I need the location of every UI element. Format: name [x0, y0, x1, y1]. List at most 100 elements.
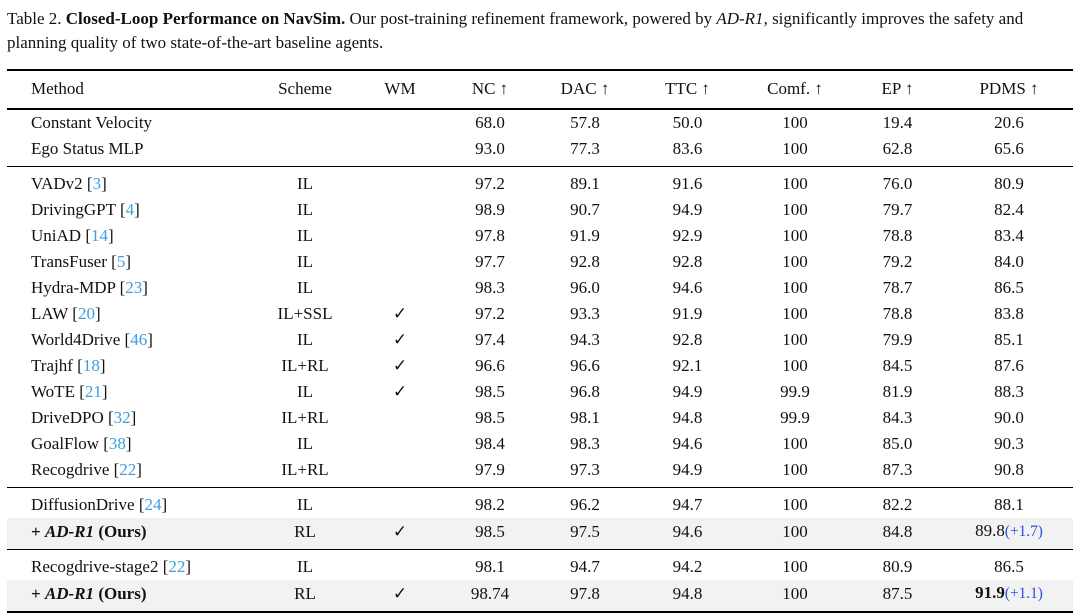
cite-bracket-close: ]	[130, 408, 137, 428]
table-row-ours: + AD-R1 (Ours) RL ✓ 98.74 97.8 94.8 100 87.5 91.…	[7, 580, 1073, 613]
dac-value-cell: 57.8	[570, 113, 600, 133]
caption-body-pre: Our post-training refinement framework, …	[349, 9, 713, 28]
comf-value-cell: 100	[782, 113, 808, 133]
pdms-value-cell: 80.9	[945, 166, 1073, 198]
ttc-value-cell: 94.9	[672, 200, 703, 220]
table-header-row: Method Scheme WM NC ↑ DAC ↑ TTC ↑ Comf. ↑ EP ↑ P…	[7, 70, 1073, 110]
comf-value-cell: 100	[782, 434, 808, 454]
wm-cell	[355, 166, 445, 198]
citation-link[interactable]: 14	[90, 226, 108, 246]
ep-value-cell: 84.5	[882, 356, 913, 376]
method-name: Recogdrive-stage2	[31, 557, 159, 577]
ep-value-cell: 82.2	[850, 487, 945, 519]
ep-value-cell: 79.2	[882, 252, 913, 272]
scheme-cell: IL+SSL	[277, 304, 333, 324]
citation-link[interactable]: 38	[108, 434, 126, 454]
nc-value-cell: 97.2	[475, 304, 505, 324]
pdms-value-cell: 82.4	[945, 197, 1073, 223]
pdms-value: 82.4	[994, 200, 1024, 220]
cite-bracket-open: [	[103, 434, 109, 454]
method-name: Constant Velocity	[31, 113, 153, 133]
scheme-cell: IL	[296, 382, 314, 402]
method-cell: Ego Status MLP	[7, 136, 255, 167]
dac-value-cell: 98.1	[570, 408, 600, 428]
column-header-pdms: PDMS ↑	[979, 79, 1039, 99]
method-name: VADv2	[31, 174, 83, 194]
pdms-value-cell: 83.4	[945, 223, 1073, 249]
method-cell: Constant Velocity	[7, 109, 255, 136]
method-name: WoTE	[31, 382, 75, 402]
ep-value-cell: 79.7	[882, 200, 913, 220]
cite-bracket-open: [	[79, 382, 85, 402]
citation-link[interactable]: 5	[116, 252, 126, 272]
ttc-value-cell: 92.1	[672, 356, 703, 376]
method-suffix: (Ours)	[94, 583, 147, 603]
table-row: UniAD [14] IL 97.8 91.9 92.9 100 78.8 83.4	[7, 223, 1073, 249]
pdms-value-cell: 90.3	[945, 431, 1073, 457]
cite-bracket-open: [	[86, 174, 93, 194]
citation-link[interactable]: 22	[168, 557, 186, 577]
cite-bracket-close: ]	[94, 304, 101, 324]
cite-bracket-open: [	[119, 278, 126, 298]
ttc-value-cell: 94.8	[672, 583, 703, 603]
pdms-value-cell: 86.5	[945, 549, 1073, 581]
comf-value-cell: 100	[782, 460, 808, 480]
comf-value-cell: 100	[782, 139, 808, 159]
wm-cell	[355, 136, 445, 167]
method-name: LAW	[31, 304, 69, 324]
scheme-cell: IL	[255, 487, 355, 519]
dac-value-cell: 77.3	[570, 139, 600, 159]
pdms-value-cell: 91.9(+1.1)	[945, 580, 1073, 612]
citation-link[interactable]: 21	[84, 382, 102, 402]
table-row: DiffusionDrive [24] IL 98.2 96.2 94.7 100 82.2…	[7, 487, 1073, 519]
method-cell: + AD-R1 (Ours)	[7, 518, 255, 550]
cite-bracket-close: ]	[142, 278, 148, 298]
wm-cell	[355, 487, 445, 519]
citation-link[interactable]: 22	[119, 460, 137, 480]
citation-link[interactable]: 23	[125, 278, 143, 298]
scheme-cell: IL	[296, 252, 314, 272]
ep-value-cell: 79.9	[882, 330, 913, 350]
ttc-value-cell: 92.8	[672, 252, 703, 272]
column-header-wm: WM	[384, 79, 416, 99]
pdms-value-cell: 90.8	[945, 457, 1073, 488]
ttc-value-cell: 91.6	[635, 166, 740, 198]
caption-title: Closed-Loop Performance on NavSim.	[65, 9, 346, 28]
table-row: Hydra-MDP [23] IL 98.3 96.0 94.6 100 78.7 86.5	[7, 275, 1073, 301]
table-row: DrivingGPT [4] IL 98.9 90.7 94.9 100 79.7 82.4	[7, 197, 1073, 223]
dac-value-cell: 96.8	[570, 382, 600, 402]
caption-label: Table 2.	[7, 9, 62, 28]
pdms-value: 85.1	[994, 330, 1024, 350]
comf-value-cell: 100	[782, 226, 808, 246]
wm-cell: ✓	[355, 301, 445, 327]
ttc-value-cell: 94.9	[672, 460, 703, 480]
comf-value-cell: 100	[740, 549, 850, 581]
comf-value-cell: 100	[782, 356, 808, 376]
method-cell: DrivingGPT [4]	[7, 197, 255, 223]
table-row: Constant Velocity 68.0 57.8 50.0 100 19.4 20.6	[7, 109, 1073, 136]
pdms-value: 88.1	[994, 495, 1024, 515]
citation-link[interactable]: 46	[130, 330, 148, 350]
cite-bracket-open: [	[111, 252, 117, 272]
nc-value-cell: 97.9	[475, 460, 505, 480]
citation-link[interactable]: 24	[144, 495, 162, 515]
citation-link[interactable]: 3	[92, 174, 102, 194]
method-name: TransFuser	[31, 252, 107, 272]
pdms-value-cell: 65.6	[945, 136, 1073, 167]
citation-link[interactable]: 4	[125, 200, 135, 220]
citation-link[interactable]: 32	[113, 408, 131, 428]
column-header-ttc: TTC ↑	[665, 79, 710, 99]
method-name: DriveDPO	[31, 408, 104, 428]
scheme-cell: RL	[294, 583, 316, 603]
pdms-value: 80.9	[994, 174, 1024, 194]
citation-link[interactable]: 18	[82, 356, 100, 376]
citation-link[interactable]: 20	[77, 304, 95, 324]
method-name: Hydra-MDP	[31, 278, 116, 298]
comf-value-cell: 100	[782, 200, 808, 220]
method-cell: TransFuser [5]	[7, 249, 255, 275]
comf-value-cell: 100	[740, 166, 850, 198]
method-name: UniAD	[31, 226, 82, 246]
pdms-value-cell: 87.6	[945, 353, 1073, 379]
table-row: Trajhf [18] IL+RL ✓ 96.6 96.6 92.1 100 84.5 87.6	[7, 353, 1073, 379]
wm-cell: ✓	[355, 353, 445, 379]
